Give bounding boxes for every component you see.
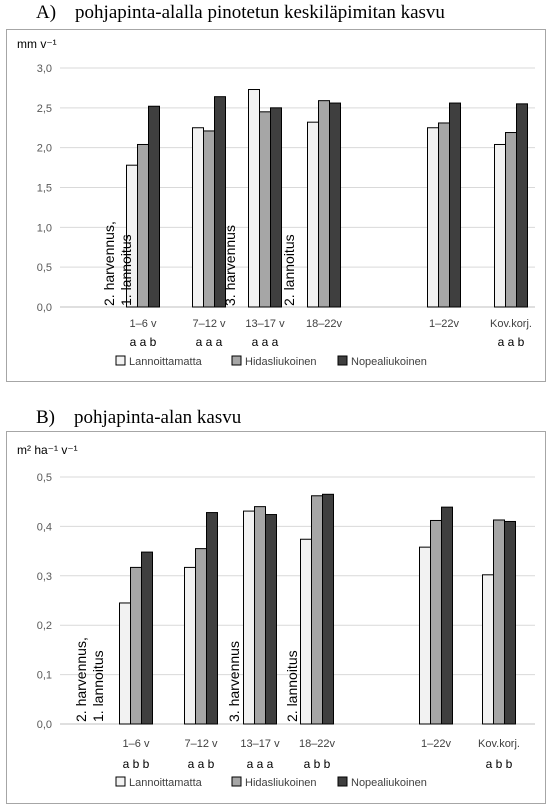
b-y-tick-label: 0,4 bbox=[37, 521, 52, 533]
a-bar-hidasliukoinen bbox=[505, 132, 517, 308]
a-bar-nopealiukoinen bbox=[148, 105, 160, 308]
b-annotation-text: 3. harvennus bbox=[226, 641, 242, 722]
a-bar-hidasliukoinen bbox=[203, 130, 215, 308]
a-legend-label: Hidasliukoinen bbox=[245, 356, 317, 368]
b-significance-letters: a b b bbox=[123, 757, 150, 771]
chart-a: mm v⁻¹ 0,0 0,5 1,0 1,5 2,0 2,5 3,0 1–6 v a a b 7–1… bbox=[17, 37, 535, 368]
a-y-tick-label: 1,5 bbox=[37, 183, 52, 195]
b-bar-lannoittamatta bbox=[119, 602, 131, 725]
b-legend-swatch bbox=[231, 776, 242, 787]
b-bar-lannoittamatta bbox=[482, 574, 494, 725]
b-bar-nopealiukoinen bbox=[265, 514, 277, 725]
b-y-unit-label: m² ha⁻¹ v⁻¹ bbox=[17, 443, 78, 457]
b-significance-letters: a b b bbox=[304, 757, 331, 771]
a-bar-nopealiukoinen bbox=[516, 103, 528, 308]
b-bar-lannoittamatta bbox=[184, 566, 196, 725]
panel-a-frame: mm v⁻¹ 0,0 0,5 1,0 1,5 2,0 2,5 3,0 1–6 v a a b 7–1… bbox=[6, 29, 546, 382]
a-significance-letters: a a b bbox=[498, 335, 525, 349]
a-legend-swatch bbox=[231, 355, 242, 366]
a-category-label: 13–17 v bbox=[245, 318, 285, 330]
b-bar-lannoittamatta bbox=[243, 510, 255, 725]
a-category-label: 1–6 v bbox=[130, 318, 157, 330]
b-bar-hidasliukoinen bbox=[311, 495, 323, 725]
a-annotation-text: 2. harvennus, bbox=[101, 221, 117, 306]
b-bar-nopealiukoinen bbox=[141, 551, 153, 725]
b-significance-letters: a a a bbox=[247, 757, 274, 771]
b-category-label: 18–22v bbox=[299, 738, 336, 750]
b-category-label: 1–22v bbox=[421, 738, 451, 750]
b-annotation-text: 2. lannoitus bbox=[284, 650, 300, 722]
a-bar-hidasliukoinen bbox=[137, 143, 149, 308]
b-y-tick-label: 0,5 bbox=[37, 472, 52, 484]
a-bar-hidasliukoinen bbox=[438, 122, 450, 308]
b-legend-swatch bbox=[337, 776, 348, 787]
a-y-tick-label: 2,5 bbox=[37, 103, 52, 115]
b-significance-letters: a b b bbox=[486, 757, 513, 771]
b-bar-nopealiukoinen bbox=[441, 506, 453, 725]
a-legend-swatch bbox=[115, 355, 126, 366]
b-bar-nopealiukoinen bbox=[206, 512, 218, 725]
a-annotation-text: 3. harvennus bbox=[222, 225, 238, 306]
b-y-tick-label: 0,3 bbox=[37, 571, 52, 583]
b-bar-nopealiukoinen bbox=[504, 520, 516, 725]
b-y-tick-label: 0,2 bbox=[37, 620, 52, 632]
a-bar-lannoittamatta bbox=[494, 143, 506, 308]
b-bar-nopealiukoinen bbox=[322, 493, 334, 725]
a-y-tick-label: 0,0 bbox=[37, 302, 52, 314]
b-bar-hidasliukoinen bbox=[130, 566, 142, 725]
a-legend-swatch bbox=[337, 355, 348, 366]
a-y-tick-label: 2,0 bbox=[37, 143, 52, 155]
b-bar-hidasliukoinen bbox=[493, 519, 505, 725]
b-y-tick-label: 0,1 bbox=[37, 670, 52, 682]
a-bar-nopealiukoinen bbox=[214, 96, 226, 308]
a-category-label: 18–22v bbox=[306, 318, 343, 330]
a-bar-nopealiukoinen bbox=[270, 107, 282, 308]
b-bar-hidasliukoinen bbox=[254, 506, 266, 725]
a-bar-lannoittamatta bbox=[307, 121, 319, 308]
panel-a-title: A) pohjapinta-alalla pinotetun keskiläpi… bbox=[36, 2, 445, 23]
b-annotation-text: 2. harvennus, bbox=[73, 637, 89, 722]
panel-b-frame: m² ha⁻¹ v⁻¹ 0,0 0,1 0,2 0,3 0,4 0,5 1–6 v a b b 7… bbox=[6, 431, 546, 804]
a-significance-letters: a a b bbox=[130, 335, 157, 349]
a-bar-hidasliukoinen bbox=[259, 111, 271, 308]
b-y-tick-label: 0,0 bbox=[37, 719, 52, 731]
b-category-label: 7–12 v bbox=[184, 738, 218, 750]
a-significance-letters: a a a bbox=[196, 335, 223, 349]
b-category-label: Kov.korj. bbox=[478, 738, 520, 750]
b-bar-hidasliukoinen bbox=[430, 519, 442, 725]
b-category-label: 13–17 v bbox=[240, 738, 280, 750]
a-bar-lannoittamatta bbox=[248, 89, 260, 308]
b-annotation-text: 1. lannoitus bbox=[90, 650, 106, 722]
b-significance-letters: a a b bbox=[188, 757, 215, 771]
a-category-label: Kov.korj. bbox=[490, 318, 532, 330]
a-bar-nopealiukoinen bbox=[449, 102, 461, 308]
a-category-label: 1–22v bbox=[429, 318, 459, 330]
b-bar-hidasliukoinen bbox=[195, 548, 207, 725]
b-bar-lannoittamatta bbox=[419, 546, 431, 725]
b-category-label: 1–6 v bbox=[123, 738, 150, 750]
b-legend-swatch bbox=[115, 776, 126, 787]
a-significance-letters: a a a bbox=[252, 335, 279, 349]
a-legend-label: Lannoittamatta bbox=[129, 356, 203, 368]
panel-b-title: B) pohjapinta-alan kasvu bbox=[36, 407, 242, 428]
a-y-tick-label: 1,0 bbox=[37, 222, 52, 234]
a-annotation-text: 1. lannoitus bbox=[118, 234, 134, 306]
b-bar-lannoittamatta bbox=[300, 538, 312, 725]
a-bar-lannoittamatta bbox=[427, 127, 439, 308]
a-y-tick-label: 3,0 bbox=[37, 63, 52, 75]
chart-b: m² ha⁻¹ v⁻¹ 0,0 0,1 0,2 0,3 0,4 0,5 1–6 v a b b 7… bbox=[17, 443, 535, 789]
a-bar-hidasliukoinen bbox=[318, 100, 330, 308]
a-category-label: 7–12 v bbox=[192, 318, 226, 330]
b-legend-label: Hidasliukoinen bbox=[245, 777, 317, 789]
b-legend-label: Lannoittamatta bbox=[129, 777, 203, 789]
b-legend-label: Nopealiukoinen bbox=[351, 777, 427, 789]
a-bar-lannoittamatta bbox=[192, 127, 204, 308]
a-legend-label: Nopealiukoinen bbox=[351, 356, 427, 368]
a-annotation-text: 2. lannoitus bbox=[281, 234, 297, 306]
a-y-unit-label: mm v⁻¹ bbox=[17, 37, 57, 51]
a-bar-nopealiukoinen bbox=[329, 102, 341, 308]
a-y-tick-label: 0,5 bbox=[37, 262, 52, 274]
